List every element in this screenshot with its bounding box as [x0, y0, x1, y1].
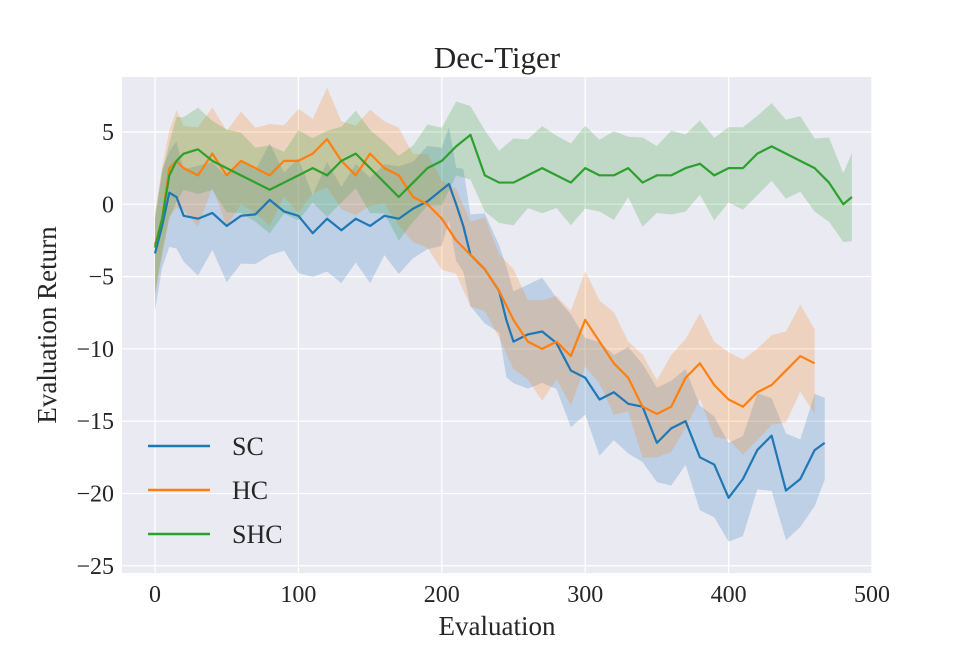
y-tick-label: −20	[76, 481, 114, 507]
y-axis-ticks: 5 0 −5 −10 −15 −20 −25	[76, 120, 114, 580]
y-tick-label: −15	[76, 409, 114, 435]
x-tick-label: 200	[424, 582, 460, 608]
legend: SC HC SHC	[148, 432, 283, 549]
x-tick-label: 300	[567, 582, 603, 608]
hc-series-line	[153, 138, 816, 416]
sc-confidence-band	[154, 127, 825, 542]
y-axis-label: Evaluation Return	[32, 226, 62, 424]
x-axis-ticks: 0 100 200 300 400 500	[149, 582, 890, 608]
x-tick-label: 0	[149, 582, 161, 608]
x-tick-label: 100	[280, 582, 316, 608]
shc-legend-label: SHC	[232, 520, 283, 549]
plot-background	[122, 77, 872, 573]
shc-confidence-band	[154, 101, 852, 293]
y-tick-label: −5	[88, 265, 114, 291]
y-tick-label: −25	[76, 554, 114, 580]
chart-title: Dec-Tiger	[434, 40, 561, 75]
y-tick-label: 0	[102, 192, 114, 218]
x-axis-label: Evaluation	[439, 611, 556, 641]
sc-legend-label: SC	[232, 432, 264, 461]
y-tick-label: 5	[102, 120, 114, 146]
x-tick-label: 500	[854, 582, 890, 608]
hc-confidence-band	[154, 87, 815, 458]
shc-series-line	[153, 133, 853, 248]
series-lines	[153, 133, 853, 499]
confidence-bands	[154, 87, 852, 542]
hc-legend-label: HC	[232, 476, 268, 505]
x-tick-label: 400	[711, 582, 747, 608]
y-tick-label: −10	[76, 337, 114, 363]
